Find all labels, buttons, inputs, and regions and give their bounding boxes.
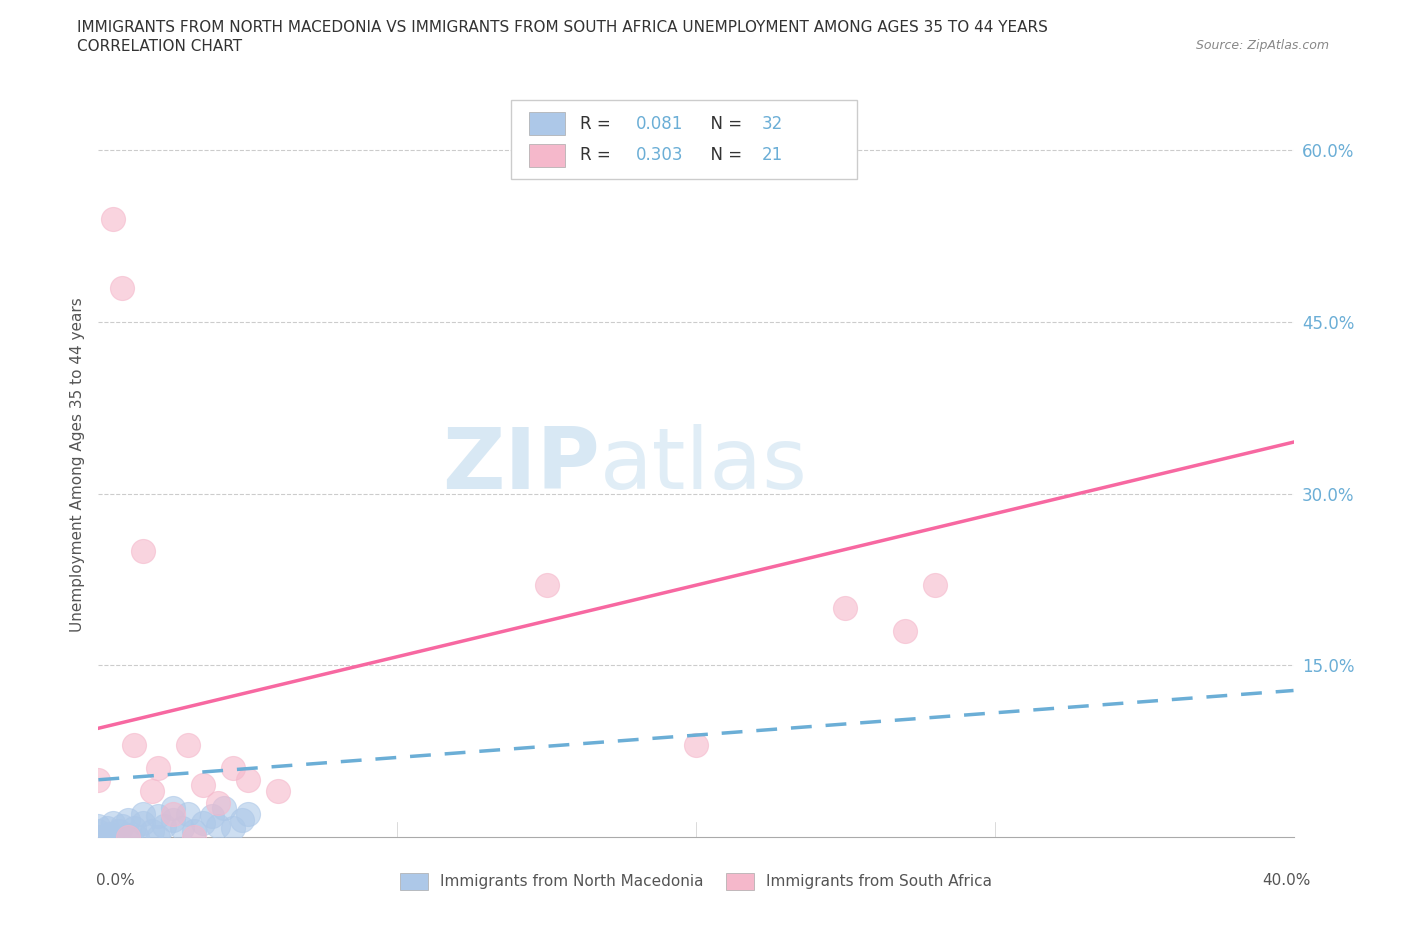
Point bbox=[183, 824, 205, 839]
Point bbox=[148, 830, 170, 844]
Text: IMMIGRANTS FROM NORTH MACEDONIA VS IMMIGRANTS FROM SOUTH AFRICA UNEMPLOYMENT AMO: IMMIGRANTS FROM NORTH MACEDONIA VS IMMIG… bbox=[77, 20, 1049, 35]
Text: 0.081: 0.081 bbox=[636, 114, 683, 132]
Point bbox=[108, 824, 131, 839]
Point bbox=[103, 830, 125, 844]
Point bbox=[177, 738, 200, 753]
FancyBboxPatch shape bbox=[529, 143, 565, 167]
Point bbox=[87, 824, 110, 839]
Point bbox=[87, 818, 110, 833]
Point bbox=[127, 830, 149, 844]
Point bbox=[191, 816, 214, 830]
Point bbox=[141, 824, 163, 839]
Text: 0.0%: 0.0% bbox=[96, 873, 135, 888]
Point bbox=[207, 795, 229, 810]
Point bbox=[98, 826, 122, 841]
Point bbox=[132, 816, 155, 830]
Point bbox=[132, 806, 155, 821]
Point bbox=[117, 830, 139, 844]
Point bbox=[834, 601, 856, 616]
Point bbox=[236, 806, 259, 821]
Point bbox=[117, 828, 139, 843]
Point bbox=[111, 818, 134, 833]
Text: N =: N = bbox=[700, 114, 747, 132]
Text: ZIP: ZIP bbox=[443, 423, 600, 507]
Point bbox=[132, 543, 155, 558]
Point bbox=[162, 806, 184, 821]
Point bbox=[117, 813, 139, 828]
Point bbox=[87, 772, 110, 787]
Point bbox=[236, 772, 259, 787]
Point bbox=[212, 801, 235, 816]
Text: R =: R = bbox=[581, 114, 616, 132]
Point bbox=[183, 830, 205, 844]
Point bbox=[177, 806, 200, 821]
Point bbox=[87, 830, 110, 844]
Point bbox=[231, 813, 253, 828]
Text: CORRELATION CHART: CORRELATION CHART bbox=[77, 39, 242, 54]
Point bbox=[201, 809, 224, 824]
Legend: Immigrants from North Macedonia, Immigrants from South Africa: Immigrants from North Macedonia, Immigra… bbox=[394, 867, 998, 897]
Point bbox=[267, 784, 290, 799]
FancyBboxPatch shape bbox=[510, 100, 858, 179]
FancyBboxPatch shape bbox=[529, 112, 565, 136]
Y-axis label: Unemployment Among Ages 35 to 44 years: Unemployment Among Ages 35 to 44 years bbox=[69, 298, 84, 632]
Text: 0.303: 0.303 bbox=[636, 147, 683, 165]
Point bbox=[924, 578, 946, 592]
Point bbox=[148, 809, 170, 824]
Point bbox=[153, 818, 176, 833]
Point bbox=[103, 816, 125, 830]
Point bbox=[894, 623, 917, 638]
Point bbox=[111, 280, 134, 295]
Text: R =: R = bbox=[581, 147, 616, 165]
Point bbox=[162, 813, 184, 828]
Text: N =: N = bbox=[700, 147, 747, 165]
Text: Source: ZipAtlas.com: Source: ZipAtlas.com bbox=[1195, 39, 1329, 52]
Point bbox=[124, 738, 146, 753]
Point bbox=[222, 820, 245, 835]
Text: 40.0%: 40.0% bbox=[1263, 873, 1310, 888]
Text: atlas: atlas bbox=[600, 423, 808, 507]
Point bbox=[172, 820, 194, 835]
Point bbox=[536, 578, 558, 592]
Point bbox=[124, 820, 146, 835]
Point bbox=[96, 820, 118, 835]
Text: 32: 32 bbox=[762, 114, 783, 132]
Point bbox=[191, 778, 214, 793]
Point bbox=[93, 830, 115, 844]
Text: 21: 21 bbox=[762, 147, 783, 165]
Point bbox=[685, 738, 707, 753]
Point bbox=[141, 784, 163, 799]
Point bbox=[162, 801, 184, 816]
Point bbox=[148, 761, 170, 776]
Point bbox=[103, 211, 125, 226]
Point bbox=[207, 818, 229, 833]
Point bbox=[222, 761, 245, 776]
